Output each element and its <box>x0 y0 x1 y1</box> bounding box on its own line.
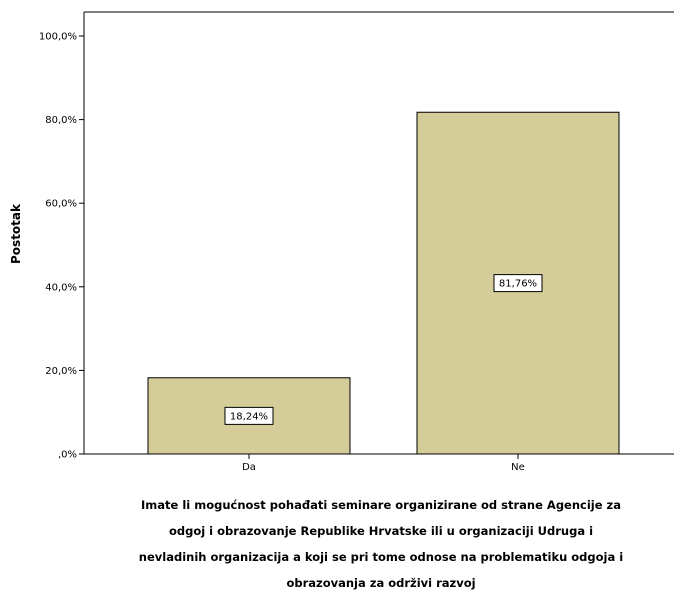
y-tick-label: 60,0% <box>45 199 77 210</box>
y-tick-label: 80,0% <box>45 115 77 126</box>
x-axis: Da Ne <box>84 453 674 473</box>
y-tick-label: 40,0% <box>45 282 77 293</box>
data-label: 18,24% <box>230 411 268 422</box>
bars-group: 18,24% 81,76% <box>147 111 620 455</box>
data-label-box <box>224 406 274 425</box>
x-axis-title-line: Imate li mogućnost pohađati seminare org… <box>141 498 621 512</box>
x-tick-label: Ne <box>511 462 525 473</box>
y-tick-label: 100,0% <box>39 32 77 43</box>
data-label-box <box>493 274 543 293</box>
x-tick-label: Da <box>242 462 256 473</box>
y-tick-label: 20,0% <box>45 366 77 377</box>
x-axis-title-line: obrazovanja za održivi razvoj <box>286 576 476 590</box>
y-axis-title: Postotak <box>9 203 23 264</box>
y-axis: ,0% 20,0% 40,0% 60,0% 80,0% 100,0% <box>39 32 84 461</box>
plot-area <box>83 11 674 454</box>
x-axis-title: Imate li mogućnost pohađati seminare org… <box>84 486 675 603</box>
data-label: 81,76% <box>499 279 537 290</box>
x-axis-title-line: nevladinih organizacija a koji se pri to… <box>138 550 624 564</box>
bar-chart: 18,24% 81,76% ,0% 20,0% 40,0% 60,0% 80,0% 100,… <box>9 11 674 473</box>
x-axis-title-line: odgoj i obrazovanje Republike Hrvatske i… <box>168 524 594 538</box>
y-tick-label: ,0% <box>58 450 77 461</box>
